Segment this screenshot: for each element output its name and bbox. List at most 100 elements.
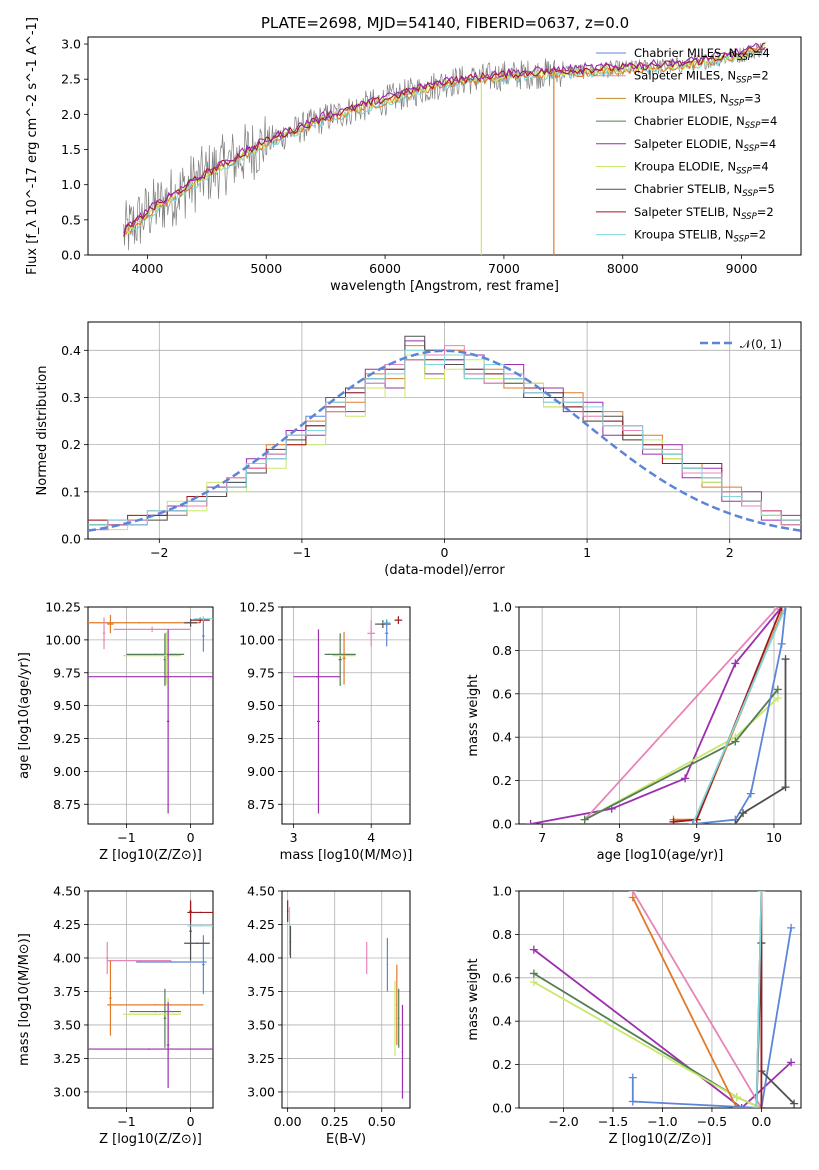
y-tick-label: 0.6 [492, 970, 512, 985]
legend-label: Chabrier MILES, NSSP=4 [634, 46, 770, 63]
plus-marker [787, 923, 796, 932]
plus-marker [781, 607, 790, 611]
axes-frame [87, 321, 802, 540]
data-point [199, 911, 201, 914]
legend-sub: SSP [734, 235, 750, 245]
y-tick-label: 4.00 [247, 950, 275, 965]
axes-frame [281, 606, 411, 825]
legend-val: =4 [760, 114, 777, 128]
legend-label: Kroupa MILES, NSSP=3 [634, 91, 761, 108]
x-tick-label: 8000 [607, 261, 639, 276]
x-tick-label: 0.25 [321, 1114, 349, 1129]
legend-label: Chabrier STELIB, NSSP=5 [634, 182, 775, 199]
age-vs-mass-axes: 3 4 8.75 9.00 9.25 9.50 9.75 10.00 10.25 mass [lo… [239, 600, 412, 864]
x-tick-label: 0 [187, 830, 195, 845]
y-tick-label: 2.5 [61, 72, 81, 87]
y-tick-label: 9.50 [247, 698, 275, 713]
data-point [289, 941, 292, 943]
spectrum-axes: 4000 5000 6000 7000 8000 9000 0.0 0.5 1.0 1.5 2.0 2… [25, 17, 802, 294]
data-point [164, 675, 166, 678]
figure-title: PLATE=2698, MJD=54140, FIBERID=0637, z=0… [261, 14, 629, 32]
y-tick-label: 0.2 [61, 437, 81, 452]
y-tick-label: 0.0 [61, 532, 81, 547]
data-point [151, 654, 153, 657]
x-tick-label: 5000 [250, 261, 282, 276]
x-tick-label: 0 [187, 1114, 195, 1129]
x-tick-label: −1.5 [598, 1114, 628, 1129]
data-point [316, 675, 318, 678]
age-vs-Z-points [88, 614, 213, 814]
data-point [154, 1010, 157, 1013]
x-axis-label: E(B-V) [326, 1132, 366, 1147]
plus-marker [757, 1104, 766, 1108]
axes-frame [518, 890, 802, 1109]
plus-marker [777, 639, 786, 648]
plus-marker [681, 774, 690, 783]
data-point [167, 1044, 169, 1046]
y-tick-label: 3.50 [247, 1017, 275, 1032]
plus-marker [669, 817, 678, 824]
mass-weight-line [632, 891, 763, 1108]
y-tick-label: 3.75 [53, 984, 81, 999]
axes-frame [87, 36, 802, 256]
y-tick-label: 1.0 [492, 600, 512, 615]
y-axis-label: Flux [f_λ 10^-17 erg cm^-2 s^-1 A^-1] [25, 17, 40, 275]
mass-weight-line [755, 891, 763, 1108]
mass-weight-line [734, 659, 787, 824]
model-line [123, 42, 766, 234]
legend-text: Kroupa STELIB, N [634, 228, 734, 242]
data-point [317, 720, 320, 723]
y-tick-label: 0.6 [492, 686, 512, 701]
plus-marker [628, 1073, 637, 1082]
y-tick-label: 10.00 [45, 632, 81, 647]
y-tick-label: 0.2 [492, 1057, 512, 1072]
legend-val: =5 [758, 182, 775, 196]
x-tick-label: 0.0 [751, 1114, 771, 1129]
data-point [397, 1017, 400, 1020]
data-point [106, 957, 109, 959]
axes-frame [87, 606, 214, 825]
x-tick-label: 1 [583, 545, 591, 560]
x-axis-label: mass [log10(M/M⊙)] [280, 848, 413, 863]
legend-sub: SSP [729, 98, 745, 108]
legend-val: =4 [759, 137, 776, 151]
data-point [148, 1048, 150, 1050]
legend-val: =3 [744, 91, 761, 105]
x-axis-label: Z [log10(Z/Z⊙)] [609, 1132, 712, 1147]
y-tick-label: 4.25 [53, 917, 81, 932]
x-tick-label: 0.00 [274, 1114, 302, 1129]
x-tick-label: 7000 [488, 261, 520, 276]
legend-label: Kroupa STELIB, NSSP=2 [634, 228, 766, 245]
legend-label: Salpeter ELODIE, NSSP=4 [634, 137, 776, 154]
x-axis-label: age [log10(age/yr)] [597, 848, 724, 863]
x-tick-label: 3 [290, 830, 298, 845]
y-tick-label: 0.5 [61, 212, 81, 227]
y-tick-label: 9.00 [53, 764, 81, 779]
plus-marker [781, 783, 790, 792]
y-tick-label: 9.50 [53, 698, 81, 713]
data-point [396, 1004, 398, 1006]
plus-marker [781, 655, 790, 664]
x-tick-label: −2.0 [548, 1114, 578, 1129]
legend-text: Chabrier MILES, N [634, 46, 737, 60]
x-tick-label: 2 [726, 545, 734, 560]
plus-marker [773, 685, 782, 694]
y-tick-label: 9.00 [247, 764, 275, 779]
mass-weight-line [584, 697, 779, 821]
y-tick-label: 4.50 [53, 884, 81, 899]
mass-vs-EBV-points [286, 900, 404, 1099]
gaussian-curve [88, 349, 801, 532]
mass-weight-line [673, 613, 783, 821]
y-tick-label: 1.0 [61, 177, 81, 192]
x-axis-label: Z [log10(Z/Z⊙)] [99, 1132, 202, 1147]
x-tick-label: 10 [766, 830, 782, 845]
plus-marker [787, 1058, 796, 1067]
plus-marker [732, 1104, 741, 1108]
data-point [109, 623, 112, 625]
data-point [167, 720, 169, 723]
y-tick-label: 10.25 [239, 600, 275, 615]
residual-histogram-axes: −2 −1 0 1 2 0.0 0.1 0.2 0.3 0.4 (data-model)/error… [35, 321, 802, 578]
legend-sub: SSP [744, 144, 760, 154]
y-tick-label: 3.25 [53, 1051, 81, 1066]
y-tick-label: 4.50 [247, 884, 275, 899]
